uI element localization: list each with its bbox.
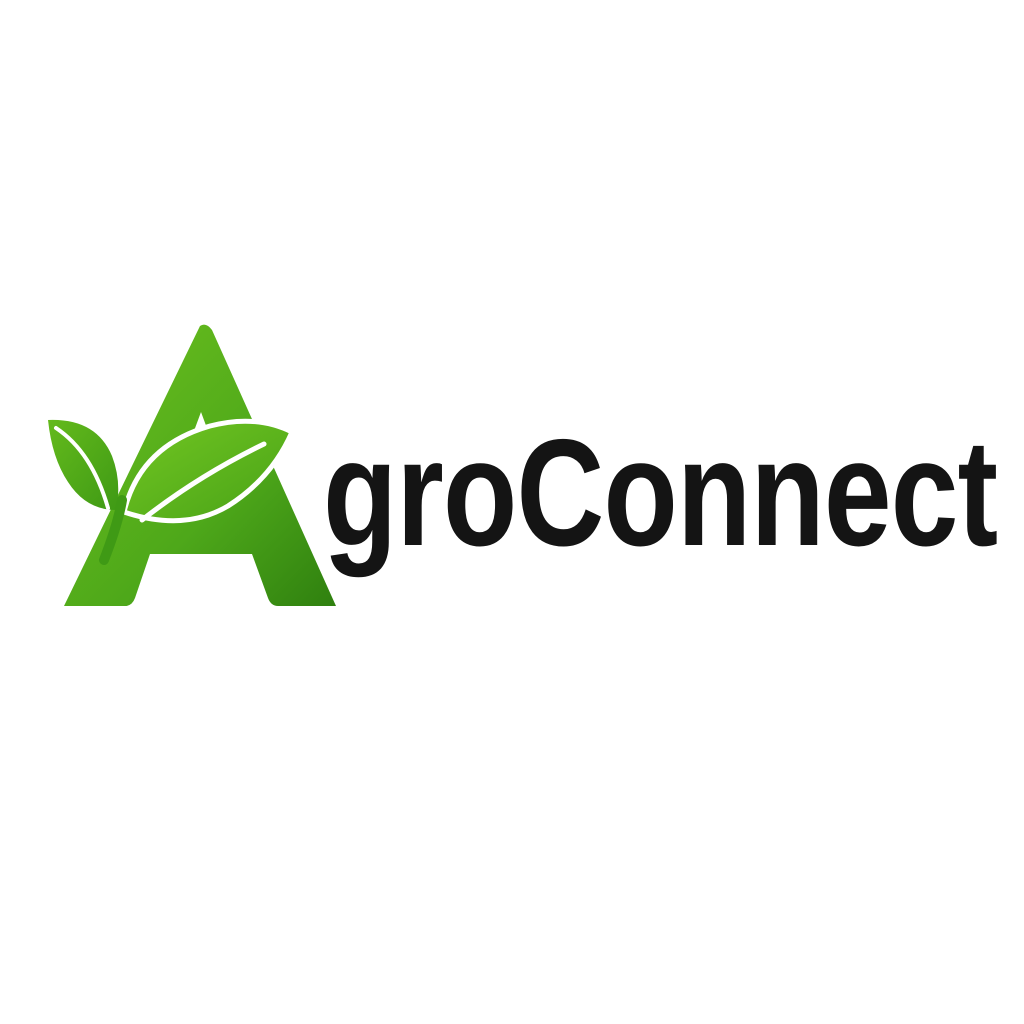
brand-wordmark: groConnect [323,408,998,578]
stem-shape [99,495,127,565]
left-leaf-shape [48,419,119,510]
letter-a-shape [64,324,336,606]
leaf-a-logo-mark [48,324,336,606]
right-leaf-shape [121,418,296,524]
